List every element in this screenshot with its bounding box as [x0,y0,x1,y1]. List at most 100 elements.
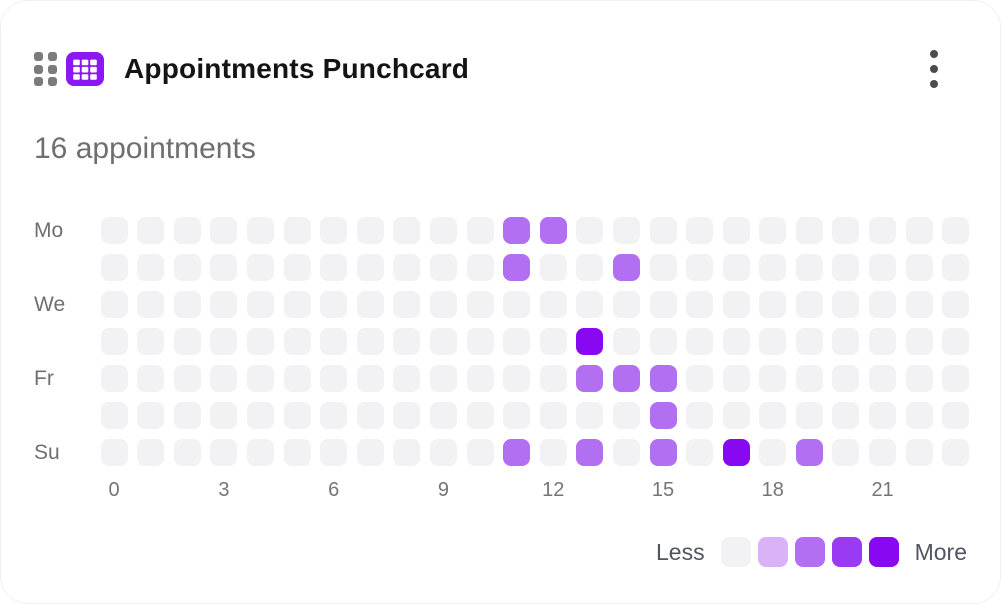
punchcard-cell-Mo-18[interactable] [759,217,787,244]
punchcard-cell-Th-9[interactable] [429,328,457,355]
punchcard-cell-Mo-13[interactable] [576,217,604,244]
punchcard-cell-We-5[interactable] [283,291,311,318]
punchcard-cell-Sa-17[interactable] [722,402,750,429]
punchcard-cell-Tu-14[interactable] [612,254,640,281]
punchcard-cell-Tu-23[interactable] [942,254,970,281]
punchcard-cell-Mo-21[interactable] [869,217,897,244]
punchcard-cell-Su-16[interactable] [686,439,714,466]
punchcard-cell-Fr-19[interactable] [795,365,823,392]
punchcard-cell-Tu-18[interactable] [759,254,787,281]
punchcard-cell-Mo-11[interactable] [503,217,531,244]
punchcard-cell-Su-11[interactable] [503,439,531,466]
punchcard-cell-Mo-7[interactable] [356,217,384,244]
punchcard-cell-Su-18[interactable] [759,439,787,466]
punchcard-cell-Sa-2[interactable] [173,402,201,429]
punchcard-cell-Mo-19[interactable] [795,217,823,244]
punchcard-cell-Su-10[interactable] [466,439,494,466]
punchcard-cell-Mo-17[interactable] [722,217,750,244]
punchcard-cell-Th-0[interactable] [100,328,128,355]
punchcard-cell-Tu-8[interactable] [393,254,421,281]
punchcard-cell-We-19[interactable] [795,291,823,318]
punchcard-cell-Tu-12[interactable] [539,254,567,281]
punchcard-cell-We-22[interactable] [905,291,933,318]
punchcard-cell-Su-23[interactable] [942,439,970,466]
punchcard-cell-Sa-4[interactable] [246,402,274,429]
punchcard-cell-Tu-22[interactable] [905,254,933,281]
punchcard-cell-Sa-10[interactable] [466,402,494,429]
punchcard-cell-Sa-13[interactable] [576,402,604,429]
punchcard-cell-Su-6[interactable] [320,439,348,466]
punchcard-cell-Tu-1[interactable] [137,254,165,281]
punchcard-cell-Su-5[interactable] [283,439,311,466]
punchcard-cell-Fr-14[interactable] [612,365,640,392]
punchcard-cell-Mo-9[interactable] [429,217,457,244]
punchcard-cell-Fr-9[interactable] [429,365,457,392]
punchcard-cell-Tu-13[interactable] [576,254,604,281]
punchcard-cell-Fr-8[interactable] [393,365,421,392]
punchcard-cell-We-11[interactable] [503,291,531,318]
punchcard-cell-Sa-1[interactable] [137,402,165,429]
punchcard-cell-Tu-21[interactable] [869,254,897,281]
punchcard-cell-Sa-22[interactable] [905,402,933,429]
punchcard-cell-Fr-12[interactable] [539,365,567,392]
punchcard-cell-Th-18[interactable] [759,328,787,355]
punchcard-cell-Fr-4[interactable] [246,365,274,392]
punchcard-cell-Fr-2[interactable] [173,365,201,392]
punchcard-cell-Th-22[interactable] [905,328,933,355]
punchcard-cell-We-16[interactable] [686,291,714,318]
punchcard-cell-Su-8[interactable] [393,439,421,466]
punchcard-cell-We-15[interactable] [649,291,677,318]
punchcard-cell-Th-21[interactable] [869,328,897,355]
punchcard-cell-Fr-3[interactable] [210,365,238,392]
punchcard-cell-Sa-9[interactable] [429,402,457,429]
punchcard-cell-Fr-15[interactable] [649,365,677,392]
punchcard-cell-We-23[interactable] [942,291,970,318]
punchcard-cell-Fr-18[interactable] [759,365,787,392]
punchcard-cell-Th-6[interactable] [320,328,348,355]
punchcard-cell-Tu-6[interactable] [320,254,348,281]
kebab-menu-button[interactable] [928,48,940,90]
punchcard-cell-Mo-22[interactable] [905,217,933,244]
punchcard-cell-Sa-8[interactable] [393,402,421,429]
punchcard-cell-Th-16[interactable] [686,328,714,355]
punchcard-cell-Su-2[interactable] [173,439,201,466]
punchcard-cell-Th-10[interactable] [466,328,494,355]
punchcard-cell-Sa-3[interactable] [210,402,238,429]
punchcard-cell-Tu-19[interactable] [795,254,823,281]
punchcard-cell-We-1[interactable] [137,291,165,318]
punchcard-cell-Su-15[interactable] [649,439,677,466]
punchcard-cell-Mo-20[interactable] [832,217,860,244]
punchcard-cell-Tu-11[interactable] [503,254,531,281]
punchcard-cell-Fr-22[interactable] [905,365,933,392]
punchcard-cell-Sa-12[interactable] [539,402,567,429]
punchcard-cell-Fr-13[interactable] [576,365,604,392]
punchcard-cell-Tu-3[interactable] [210,254,238,281]
drag-handle-icon[interactable] [34,52,57,86]
punchcard-cell-Th-3[interactable] [210,328,238,355]
punchcard-cell-Fr-11[interactable] [503,365,531,392]
punchcard-cell-Th-13[interactable] [576,328,604,355]
punchcard-cell-We-6[interactable] [320,291,348,318]
punchcard-cell-Fr-5[interactable] [283,365,311,392]
punchcard-cell-Th-2[interactable] [173,328,201,355]
punchcard-cell-Fr-1[interactable] [137,365,165,392]
punchcard-cell-Mo-23[interactable] [942,217,970,244]
punchcard-cell-We-8[interactable] [393,291,421,318]
punchcard-cell-We-3[interactable] [210,291,238,318]
punchcard-cell-Mo-2[interactable] [173,217,201,244]
punchcard-cell-Su-21[interactable] [869,439,897,466]
punchcard-cell-Th-5[interactable] [283,328,311,355]
punchcard-cell-Mo-0[interactable] [100,217,128,244]
punchcard-cell-We-4[interactable] [246,291,274,318]
punchcard-cell-Sa-5[interactable] [283,402,311,429]
punchcard-cell-Tu-2[interactable] [173,254,201,281]
punchcard-cell-Mo-3[interactable] [210,217,238,244]
punchcard-cell-Fr-10[interactable] [466,365,494,392]
punchcard-cell-Tu-15[interactable] [649,254,677,281]
punchcard-cell-Su-14[interactable] [612,439,640,466]
punchcard-cell-We-10[interactable] [466,291,494,318]
punchcard-cell-Mo-10[interactable] [466,217,494,244]
punchcard-cell-Sa-7[interactable] [356,402,384,429]
punchcard-cell-Sa-15[interactable] [649,402,677,429]
punchcard-cell-Th-17[interactable] [722,328,750,355]
